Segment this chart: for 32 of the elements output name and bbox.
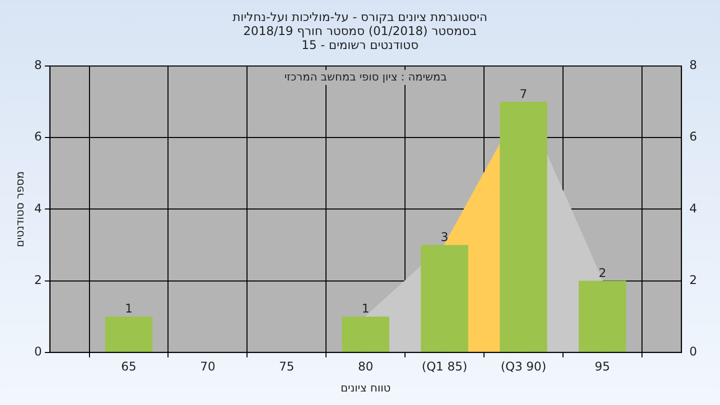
x-axis-title: טווח ציונים	[340, 381, 391, 394]
data-label: 7	[520, 86, 528, 101]
chart-title: היסטוגרמת ציונים בקורס - על-מוליכות ועל-נחליות	[232, 10, 488, 24]
data-label: 1	[362, 302, 370, 316]
x-tick-label: 70	[200, 360, 216, 374]
y-tick-label: 2	[34, 272, 42, 287]
y-tick-label: 0	[34, 344, 42, 359]
bar	[578, 280, 626, 352]
x-tick-label: (Q1 85)	[422, 360, 468, 374]
y2-tick-label: 2	[689, 272, 698, 287]
y2-tick-label: 4	[689, 201, 698, 216]
y-tick-label: 4	[34, 201, 42, 216]
y-tick-label: 8	[34, 58, 42, 72]
bar	[420, 245, 468, 352]
x-tick-label: 75	[279, 360, 294, 374]
x-tick-label: (Q3 90)	[500, 360, 546, 374]
annotation: במשימה : ציון סופי במחשב המרכזי	[284, 70, 447, 84]
data-label: 1	[124, 302, 133, 316]
y-axis-title: מספר סטודנטים	[13, 171, 26, 248]
data-label: 2	[598, 266, 606, 280]
y-tick-label: 6	[34, 130, 42, 144]
x-tick-label: 80	[358, 360, 374, 374]
bar	[105, 316, 152, 352]
text: סטודנטים רשומים - 15	[300, 38, 420, 52]
x-tick-label: 65	[121, 360, 136, 374]
x-tick-label: 95	[594, 360, 610, 374]
y2-tick-label: 6	[689, 130, 698, 144]
y2-tick-label: 0	[689, 344, 698, 359]
y2-tick-label: 8	[689, 58, 698, 72]
chart-subtitle: בסמסטר (01/2018) סמסטר חורף 2018/19	[242, 24, 478, 38]
data-label: 3	[440, 230, 448, 244]
bar	[342, 316, 390, 352]
